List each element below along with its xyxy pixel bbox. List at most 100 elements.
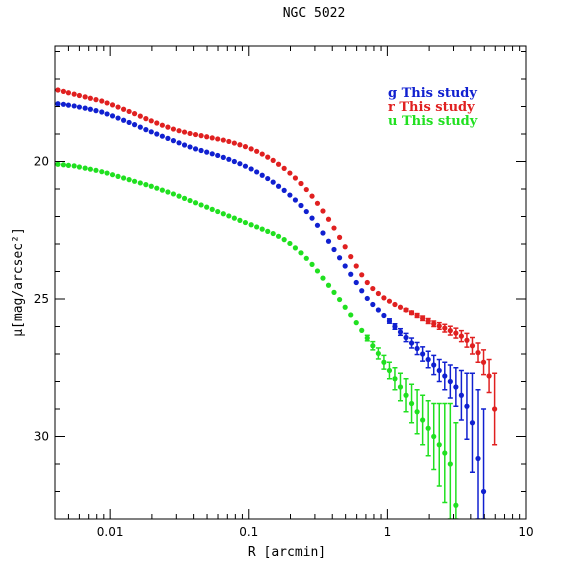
data-point-g (309, 215, 315, 221)
data-point-g (414, 345, 420, 352)
data-point-g (370, 301, 376, 308)
data-point-u (298, 250, 304, 256)
data-point-u (314, 268, 321, 274)
data-point-g (176, 140, 182, 146)
y-axis-title: μ[mag/arcsec²] (11, 227, 26, 337)
data-point-g (353, 279, 359, 286)
data-point-g (181, 142, 188, 148)
data-point-r (309, 193, 315, 199)
data-point-r (55, 87, 61, 93)
data-point-u (237, 217, 243, 223)
data-point-g (76, 104, 83, 110)
data-point-g (265, 175, 271, 182)
data-point-u (254, 224, 260, 230)
data-point-r (420, 315, 426, 321)
data-point-u (187, 197, 193, 204)
data-point-r (148, 118, 154, 124)
data-point-u (104, 170, 110, 176)
data-point-u (408, 400, 415, 407)
data-point-u (137, 180, 143, 186)
data-point-u (348, 312, 354, 318)
data-point-u (204, 204, 210, 210)
data-point-u (109, 172, 116, 178)
data-point-r (60, 88, 67, 94)
data-point-r (342, 244, 348, 250)
data-point-r (237, 142, 243, 148)
data-point-r (492, 406, 498, 412)
data-point-r (82, 94, 88, 100)
data-point-u (403, 392, 409, 398)
data-point-g (65, 102, 72, 108)
data-point-u (226, 213, 232, 219)
data-point-r (154, 120, 160, 126)
data-point-r (126, 108, 132, 115)
data-point-g (342, 263, 348, 269)
data-point-g (392, 323, 398, 330)
y-tick-label: 25 (34, 292, 49, 306)
data-point-u (303, 255, 309, 261)
data-point-u (159, 187, 165, 193)
data-point-g (198, 147, 204, 154)
data-point-g (408, 340, 415, 346)
data-point-g (442, 373, 448, 379)
data-point-u (131, 178, 138, 184)
data-point-r (254, 148, 260, 154)
series-r (55, 87, 498, 446)
legend-entry-r: r This study (388, 100, 475, 115)
legend-entry-u: u This study (388, 114, 478, 129)
data-point-r (71, 91, 77, 97)
data-point-u (93, 167, 99, 173)
data-point-g (165, 135, 171, 141)
data-point-r (270, 157, 276, 163)
data-point-g (364, 295, 370, 302)
x-axis-title: R [arcmin] (248, 545, 326, 560)
data-point-g (104, 111, 110, 117)
data-point-u (359, 327, 365, 333)
data-point-g (93, 108, 99, 114)
data-point-g (71, 103, 77, 109)
data-point-r (176, 128, 182, 134)
data-point-u (192, 200, 199, 206)
data-point-r (87, 95, 93, 101)
data-point-r (265, 154, 271, 160)
data-point-g (359, 288, 365, 294)
data-point-u (431, 433, 437, 440)
data-point-r (281, 165, 287, 171)
data-point-u (414, 409, 420, 415)
data-point-r (275, 161, 282, 167)
data-point-u (287, 240, 293, 247)
data-point-g (458, 392, 464, 398)
data-point-g (254, 169, 260, 175)
data-point-u (331, 289, 337, 295)
data-point-u (87, 166, 93, 172)
data-point-g (348, 271, 354, 277)
data-point-r (408, 310, 415, 316)
data-point-u (397, 384, 404, 390)
data-point-r (287, 170, 293, 176)
data-point-r (475, 350, 481, 356)
data-point-g (87, 106, 93, 112)
data-point-g (115, 115, 121, 121)
data-point-r (220, 137, 226, 143)
data-point-u (436, 442, 442, 448)
data-point-r (159, 122, 165, 128)
data-point-r (198, 133, 204, 139)
data-point-r (137, 113, 143, 119)
data-point-u (381, 359, 387, 365)
data-point-g (298, 202, 304, 209)
data-point-u (342, 304, 348, 310)
legend-entry-g: g This study (388, 86, 477, 101)
data-point-u (143, 182, 149, 188)
data-point-r (359, 272, 365, 278)
data-point-r (331, 225, 337, 231)
data-point-r (76, 92, 83, 99)
data-point-u (55, 161, 61, 167)
data-point-g (248, 166, 254, 172)
data-point-r (120, 106, 127, 112)
data-point-u (292, 245, 299, 251)
data-point-r (375, 290, 381, 297)
data-point-r (403, 307, 409, 313)
data-point-g (55, 101, 61, 107)
data-point-u (392, 376, 398, 382)
data-point-g (259, 172, 265, 178)
